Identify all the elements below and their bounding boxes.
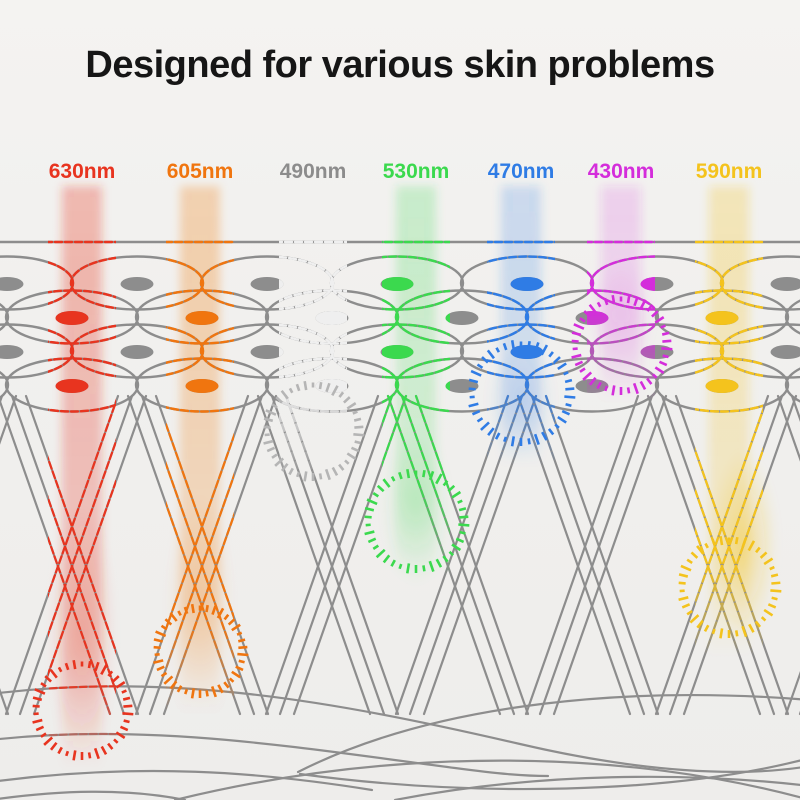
light-glow-blob-430nm: [587, 255, 655, 375]
light-glow-blob-630nm: [48, 500, 116, 760]
penetration-circle-470nm: [468, 340, 576, 447]
penetration-circle-530nm: [364, 469, 470, 574]
penetration-circle-490nm: [263, 380, 365, 482]
penetration-circle-590nm: [678, 535, 782, 639]
penetration-circle-630nm: [32, 659, 134, 761]
penetration-circle-430nm: [571, 294, 673, 396]
page-title: Designed for various skin problems: [85, 44, 715, 86]
light-glow-blob-530nm: [382, 425, 450, 585]
penetration-circle-605nm: [153, 603, 249, 699]
